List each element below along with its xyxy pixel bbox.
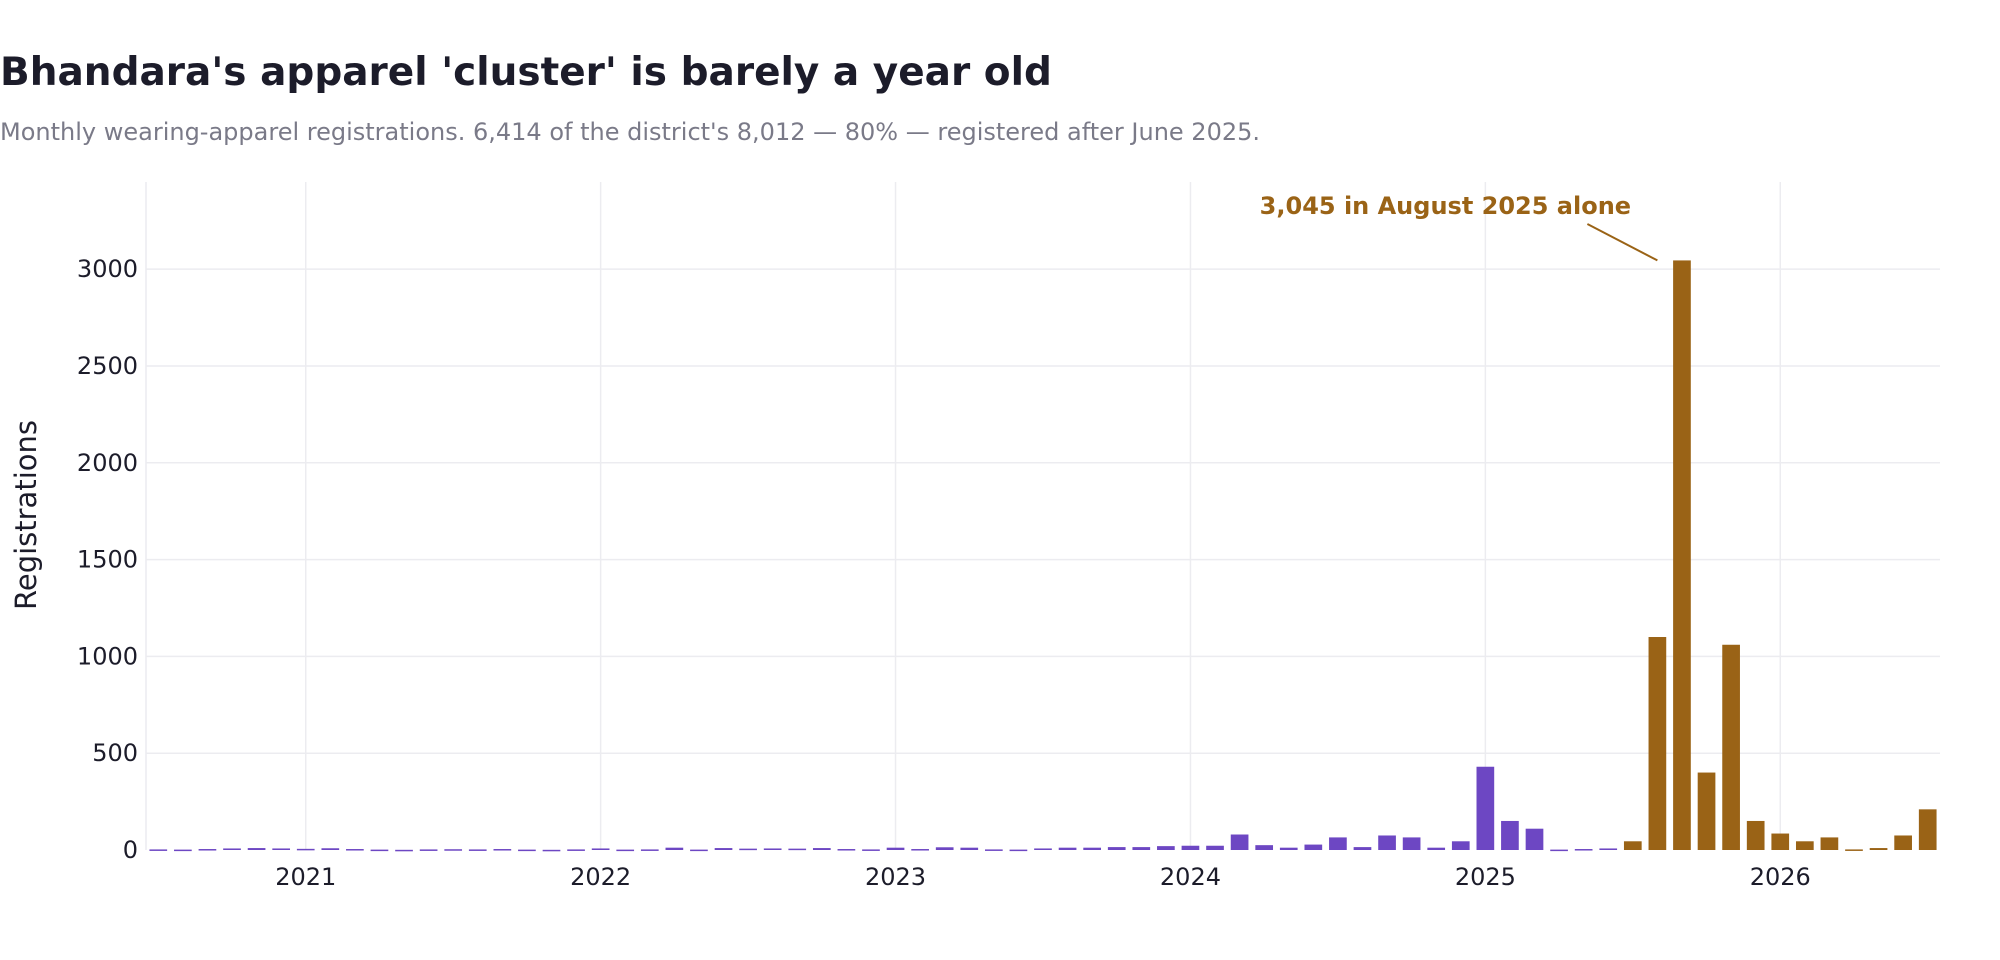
bar	[1771, 833, 1790, 850]
bar	[321, 848, 340, 850]
bars	[149, 260, 1937, 852]
annotation-label: 3,045 in August 2025 alone	[1260, 192, 1631, 220]
bar	[1918, 809, 1937, 850]
bar	[542, 849, 561, 852]
bar	[149, 849, 168, 851]
x-tick-label: 2025	[1455, 863, 1516, 891]
bar	[1230, 834, 1249, 850]
y-tick-label: 500	[92, 739, 138, 767]
bar	[1894, 835, 1912, 850]
bar	[1402, 837, 1421, 850]
bar	[468, 849, 487, 851]
bar	[935, 847, 954, 850]
bar	[444, 849, 463, 851]
bar	[272, 848, 291, 850]
bar	[1058, 847, 1077, 850]
bar	[1869, 848, 1888, 850]
peak-annotation: 3,045 in August 2025 alone	[1260, 192, 1658, 262]
bar	[739, 848, 757, 851]
x-tick-label: 2022	[570, 863, 631, 891]
x-tick-label: 2026	[1750, 863, 1811, 891]
bar	[1673, 260, 1691, 850]
bar	[640, 849, 659, 851]
chart-subtitle: Monthly wearing-apparel registrations. 6…	[0, 118, 1261, 146]
bar	[567, 849, 585, 851]
bar	[1820, 837, 1839, 850]
bar	[1329, 837, 1347, 850]
bar	[1304, 844, 1323, 850]
x-axis-ticks: 2021 2022 2023 2024 2025 2026	[275, 863, 1811, 891]
bar	[960, 847, 979, 850]
annotation-leader-line	[1586, 223, 1658, 262]
bar	[665, 847, 684, 850]
bar	[419, 849, 438, 851]
bar	[1845, 849, 1863, 851]
bar	[1476, 766, 1495, 850]
bar	[862, 849, 880, 851]
bar	[886, 847, 905, 850]
y-tick-label: 1500	[77, 546, 138, 574]
bar	[763, 848, 782, 850]
bar	[198, 849, 217, 851]
bar	[370, 849, 389, 852]
bar	[1501, 820, 1519, 850]
bar	[1107, 847, 1126, 850]
bar	[395, 849, 413, 852]
bar	[1034, 848, 1052, 850]
bar	[1795, 841, 1814, 850]
y-tick-label: 1000	[77, 642, 138, 670]
x-tick-label: 2024	[1160, 863, 1221, 891]
bar	[1255, 845, 1274, 850]
bar	[690, 849, 708, 852]
y-axis-ticks: 0 500 1000 1500 2000 2500 3000	[77, 255, 138, 864]
bar	[1746, 820, 1765, 850]
y-tick-label: 2500	[77, 352, 138, 380]
y-tick-label: 3000	[77, 255, 138, 283]
bar	[1574, 849, 1593, 851]
bar	[837, 849, 856, 851]
bar	[247, 848, 266, 850]
bar	[493, 849, 512, 851]
x-tick-label: 2023	[865, 863, 926, 891]
bar	[1623, 841, 1642, 850]
bar	[518, 849, 536, 852]
bar	[911, 849, 929, 851]
bar	[1697, 772, 1716, 850]
bar	[296, 848, 315, 851]
y-tick-label: 2000	[77, 449, 138, 477]
bar	[812, 848, 831, 850]
grid-lines	[145, 182, 1940, 850]
y-tick-label: 0	[123, 836, 138, 864]
chart-title: Bhandara's apparel 'cluster' is barely a…	[0, 50, 1052, 95]
bar	[1206, 845, 1224, 850]
bar	[616, 849, 635, 852]
bar	[223, 848, 241, 850]
x-tick-label: 2021	[275, 863, 336, 891]
y-axis-title: Registrations	[9, 420, 43, 610]
bar	[1451, 841, 1470, 850]
bar	[1132, 847, 1151, 850]
bar	[1550, 849, 1568, 852]
bar	[346, 849, 364, 851]
bar	[1525, 828, 1544, 850]
bar	[1083, 847, 1101, 850]
bar	[1427, 847, 1446, 850]
bar	[985, 849, 1003, 851]
bar	[1353, 847, 1372, 850]
bar	[1599, 848, 1618, 850]
bar	[1378, 835, 1396, 850]
bar	[591, 848, 610, 850]
bar	[1181, 845, 1200, 850]
bar	[1009, 849, 1028, 852]
bar	[714, 848, 733, 850]
bar	[174, 849, 192, 852]
bar	[1648, 637, 1667, 850]
bar	[1722, 644, 1740, 850]
bar	[1157, 846, 1175, 850]
bar	[1279, 847, 1298, 850]
bar	[788, 848, 807, 851]
